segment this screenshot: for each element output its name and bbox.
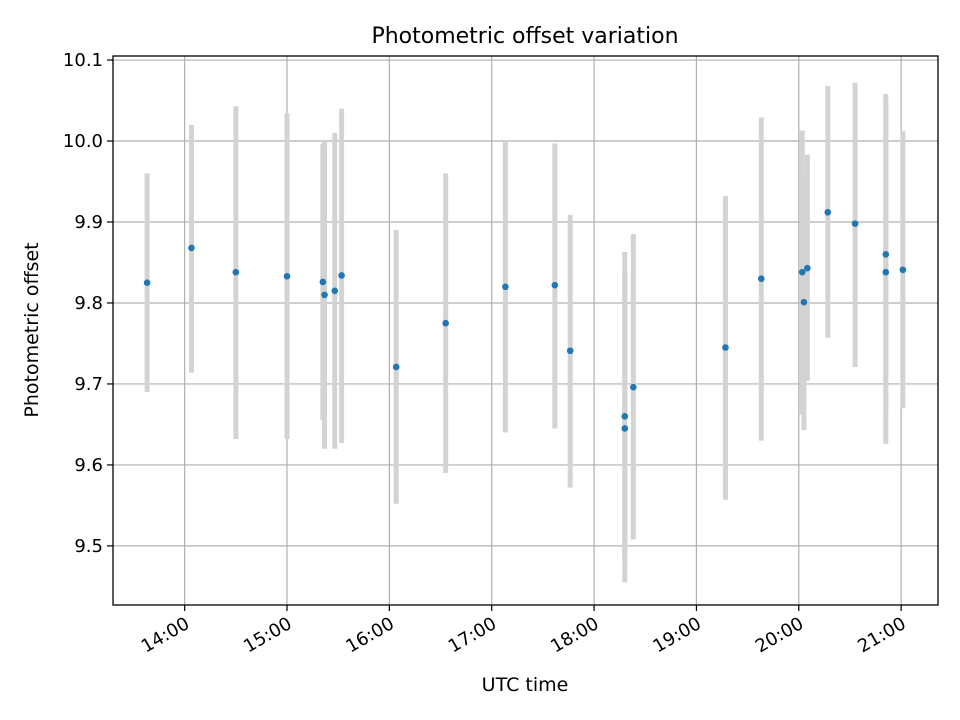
y-tick-label: 9.5 [74,536,103,557]
data-point [566,347,574,355]
data-point [722,344,729,351]
data-point [321,291,328,299]
y-tick-label: 9.6 [74,455,103,476]
data-point [882,251,890,258]
data-point [798,268,806,276]
data-point [851,220,859,227]
data-point [283,272,291,280]
x-axis-label: UTC time [482,674,569,696]
chart-title: Photometric offset variation [371,24,678,49]
data-point [188,244,195,252]
data-point [551,281,559,289]
data-point [882,268,890,276]
y-axis-ticks: 9.5 9.6 9.7 9.8 9.9 10.0 10.1 [63,50,113,557]
data-point [804,264,811,272]
data-point [143,279,151,287]
data-point [899,266,907,274]
data-point [630,383,637,391]
y-tick-label: 9.8 [74,293,103,314]
y-tick-label: 10.0 [63,131,103,152]
y-tick-label: 10.1 [63,50,103,71]
data-point [621,413,629,420]
data-point [757,275,765,282]
data-points [143,208,907,432]
y-tick-label: 9.7 [74,374,103,395]
data-point [331,287,339,295]
data-point [232,268,240,276]
y-tick-label: 9.9 [74,212,103,233]
data-point [824,208,832,216]
data-point [319,278,327,286]
data-point [338,272,345,279]
data-point [621,425,629,432]
y-axis-label: Photometric offset [21,242,43,417]
data-point [442,319,449,327]
axes-frame [112,55,939,606]
data-point [800,298,808,306]
data-point [392,363,400,371]
data-point [502,283,509,291]
